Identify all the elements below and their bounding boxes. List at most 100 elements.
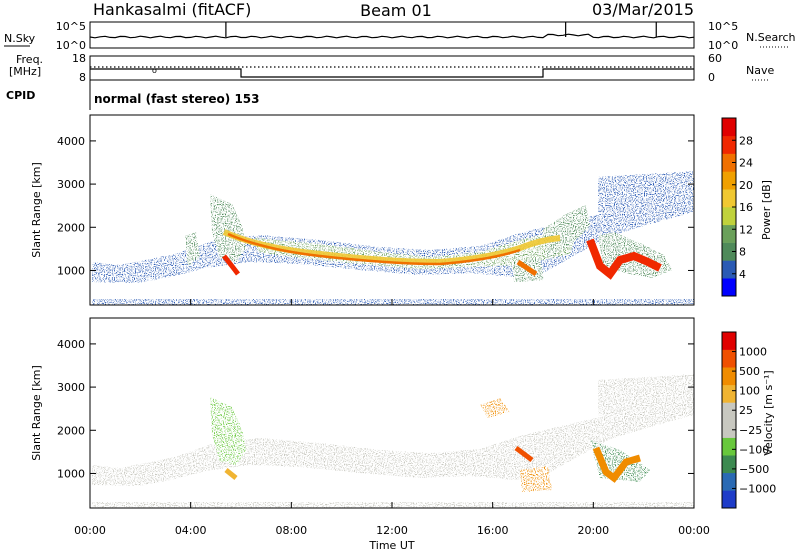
velocity-upper-branch [598,374,694,417]
colorbar-segment [722,402,736,421]
noise-left-tick-bottom: 10^0 [56,39,86,52]
noise-right-label: N.Search [746,31,796,44]
colorbar-tick-label: 24 [739,157,753,170]
power-axes: 4000 3000 2000 1000 [57,135,694,277]
y-tick-label: 1000 [57,264,85,277]
velocity-speckle-layer [92,374,694,508]
y-tick-label: 3000 [57,381,85,394]
y-tick-label: 1000 [57,467,85,480]
freq-panel-frame [89,55,695,81]
x-tick-label: 20:00 [577,524,609,537]
freq-tick-top: 18 [72,52,86,65]
colorbar-frame [721,331,737,509]
noise-left-label: N.Sky [4,32,36,45]
beam-label: Beam 01 [360,1,432,20]
y-tick-label: 4000 [57,338,85,351]
freq-label-1: Freq. [16,53,43,66]
velocity-axes: 4000 3000 2000 1000 [57,338,694,480]
y-tick-label: 2000 [57,221,85,234]
power-late-patch [542,205,590,258]
date-label: 03/Mar/2015 [592,0,694,19]
power-early-patch [210,194,246,262]
colorbar-segment [722,349,736,368]
x-tick-label: 12:00 [376,524,408,537]
power-upper-branch [598,171,694,214]
power-ground-scatter [92,299,694,305]
y-tick-label: 2000 [57,424,85,437]
colorbar-segment [722,367,736,386]
power-colorbar-label: Power [dB] [760,180,773,240]
velocity-red-spot [514,446,534,462]
colorbar-segment [722,420,736,438]
station-title: Hankasalmi (fitACF) [93,0,251,19]
velocity-ground-scatter [92,502,694,508]
velocity-orange-patch-2 [520,466,552,492]
nave-tick-bottom: 0 [708,71,715,84]
colorbar-segment [722,118,736,137]
colorbar-segment [722,472,736,491]
colorbar-tick-label: 500 [739,365,760,378]
colorbar-segment [722,189,736,208]
cpid-label: CPID [6,89,35,102]
noise-spikes [225,22,657,37]
colorbar-tick-label: 8 [739,246,746,259]
colorbar-segment [722,455,736,474]
cpid-panel: CPID normal (fast stereo) 153 [6,80,260,110]
noise-left-tick-top: 10^5 [56,20,86,33]
colorbar-segment [722,153,736,172]
noise-panel: N.Sky 10^5 10^0 10^5 10^0 N.Search [4,20,796,52]
colorbar-tick-label: 28 [739,134,753,147]
colorbar-tick-label: 1000 [739,346,767,359]
colorbar-tick-label: −25 [739,424,762,437]
colorbar-segment [722,437,736,456]
velocity-scatter [92,374,694,508]
power-main-band [222,229,561,266]
freq-label-2: [MHz] [9,65,41,78]
colorbar-segment [722,278,736,297]
colorbar-tick-label: 100 [739,385,760,398]
nave-tick-top: 60 [708,52,722,65]
frequency-panel: o Freq. [MHz] 18 8 60 0 Nave [9,52,774,84]
power-hot-spot-mid [516,259,538,277]
x-tick-label: 00:00 [678,524,710,537]
power-colorbar: 28 24 20 16 12 8 4 [721,117,753,297]
noise-right-tick-top: 10^5 [708,20,738,33]
colorbar-segment [722,224,736,243]
noise-sky-line [89,33,695,39]
time-axis: 00:00 04:00 08:00 12:00 16:00 20:00 00:00 [74,299,710,537]
velocity-gray-region [92,385,694,486]
power-speckle-layer [92,171,694,305]
power-scatter [92,171,694,305]
y-tick-label: 3000 [57,178,85,191]
colorbar-segment [722,384,736,403]
colorbar-tick-label: −1000 [739,482,776,495]
velocity-ylabel: Slant Range [km] [30,365,43,461]
time-axis-label: Time UT [368,539,414,552]
freq-tick-bottom: 8 [79,71,86,84]
velocity-orange-patch-1 [480,398,510,418]
noise-right-tick-bottom: 10^0 [708,39,738,52]
colorbar-segment [722,490,736,509]
velocity-colorbar: 1000 500 100 25 −25 −100 −500 −1000 [721,331,776,509]
colorbar-tick-label: 4 [739,268,746,281]
colorbar-segment [722,171,736,190]
velocity-yellow-spot [224,468,238,480]
colorbar-segment [722,135,736,154]
colorbar-segment [722,242,736,261]
colorbar-segment [722,260,736,279]
velocity-panel: 4000 3000 2000 1000 Slant Range [km] 1000 50… [30,317,776,509]
power-ylabel: Slant Range [km] [30,162,43,258]
colorbar-tick-label: 25 [739,404,753,417]
colorbar-tick-label: 12 [739,223,753,236]
x-tick-label: 16:00 [477,524,509,537]
velocity-orange-band [592,446,641,483]
power-small-patch [185,232,200,266]
colorbar-tick-label: −500 [739,463,769,476]
power-mid-green [255,232,575,269]
power-hot-spot-early [222,254,240,276]
x-tick-label: 04:00 [175,524,207,537]
x-tick-label: 00:00 [74,524,106,537]
colorbar-tick-label: 20 [739,179,753,192]
cpid-value: normal (fast stereo) 153 [94,92,260,106]
colorbar-tick-label: −100 [739,443,769,456]
